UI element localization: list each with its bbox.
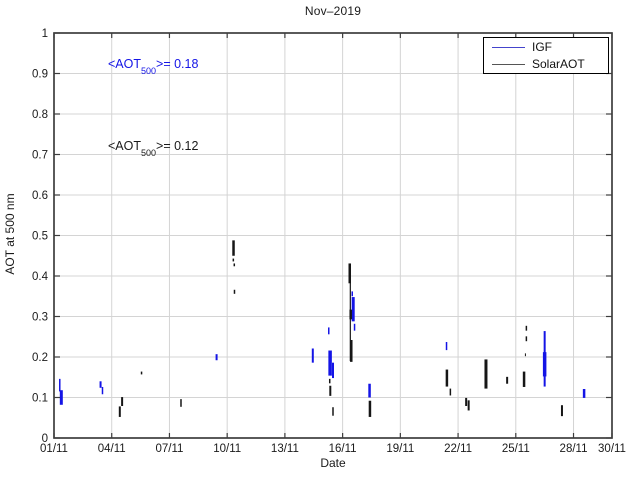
chart-title: Nov–2019	[304, 4, 362, 18]
y-tick-label: 1	[42, 28, 48, 40]
legend-label-igf: IGF	[532, 40, 552, 54]
igf-line-sample-icon	[492, 46, 525, 48]
x-tick-label: 13/11	[271, 443, 299, 455]
y-tick-label: 0.4	[32, 271, 49, 283]
y-tick-label: 0.3	[32, 312, 48, 324]
x-tick-label: 19/11	[386, 443, 414, 455]
mean-aot-igf-annotation: <AOT500>= 0.18	[108, 57, 199, 76]
legend: IGF SolarAOT	[483, 37, 609, 74]
y-tick-label: 0.9	[32, 69, 48, 81]
x-axis-label: Date	[320, 456, 346, 470]
legend-label-solaraot: SolarAOT	[532, 57, 585, 71]
y-tick-label: 0	[42, 433, 48, 445]
y-tick-label: 0.5	[32, 231, 48, 243]
x-tick-label: 25/11	[502, 443, 530, 455]
x-tick-label: 07/11	[155, 443, 183, 455]
x-tick-label: 30/11	[598, 443, 626, 455]
x-tick-label: 22/11	[444, 443, 472, 455]
y-tick-label: 0.1	[32, 393, 48, 405]
solaraot-line-sample-icon	[492, 63, 525, 65]
y-tick-label: 0.7	[32, 150, 48, 162]
legend-entry-igf: IGF	[484, 39, 608, 55]
x-tick-label: 04/11	[98, 443, 126, 455]
y-tick-label: 0.6	[32, 190, 48, 202]
y-tick-label: 0.2	[32, 352, 48, 364]
x-tick-label: 10/11	[213, 443, 241, 455]
legend-entry-solaraot: SolarAOT	[484, 56, 608, 72]
y-tick-label: 0.8	[32, 109, 48, 121]
x-tick-label: 28/11	[560, 443, 588, 455]
x-tick-label: 16/11	[329, 443, 357, 455]
mean-aot-solaraot-annotation: <AOT500>= 0.12	[108, 139, 199, 158]
x-tick-label: 01/11	[40, 443, 68, 455]
